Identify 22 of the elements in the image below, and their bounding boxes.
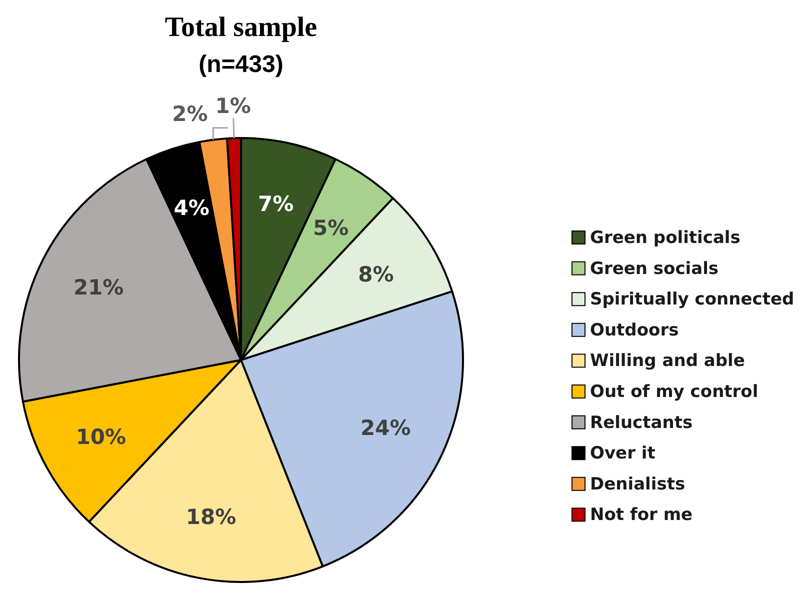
data-label: 1% (215, 94, 251, 118)
legend-label: Denialists (590, 474, 686, 494)
data-label: 2% (172, 102, 208, 126)
data-label: 8% (358, 262, 394, 286)
chart-subtitle: (n=433) (198, 51, 284, 78)
data-label: 5% (313, 216, 349, 240)
legend-label: Green socials (590, 258, 719, 279)
legend-label: Outdoors (590, 320, 679, 340)
data-label: 10% (76, 425, 126, 450)
legend-label: Out of my control (590, 382, 758, 402)
data-label: 4% (174, 196, 210, 220)
chart-title: Total sample (164, 12, 318, 43)
data-label: 7% (258, 192, 294, 216)
legend-label: Not for me (590, 505, 693, 526)
data-label: 21% (73, 275, 124, 300)
data-label: 24% (360, 416, 411, 440)
legend-label: Over it (590, 444, 656, 464)
legend-label: Spiritually connected (590, 290, 794, 310)
legend-label: Green politicals (590, 228, 740, 248)
data-label: 18% (186, 505, 236, 530)
legend-label: Willing and able (590, 351, 745, 372)
legend-label: Reluctants (590, 412, 693, 433)
